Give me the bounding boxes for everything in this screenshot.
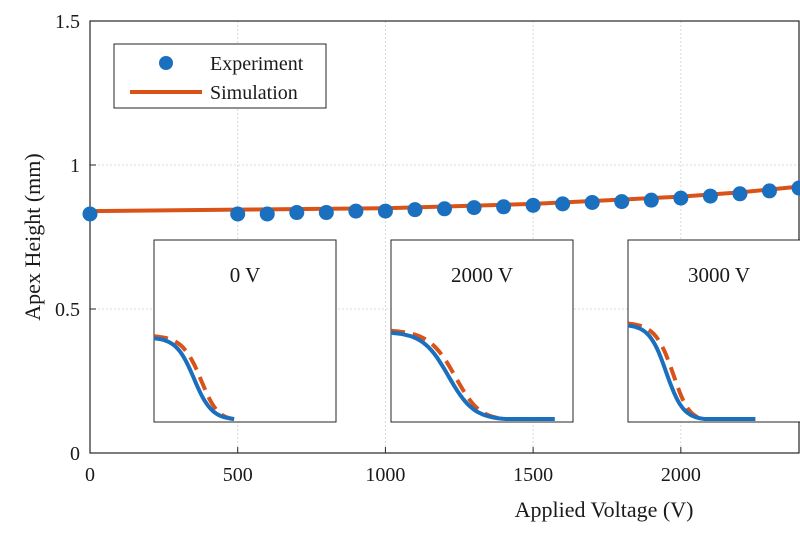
legend-box [113,43,327,109]
experiment-point [377,203,393,219]
experiment-point [555,196,571,212]
inset-experiment-profile [627,323,756,421]
x-tick-label: 1500 [513,464,553,486]
experiment-point [702,188,718,204]
experiment-point [407,202,423,218]
inset-panel: 3000 V [627,239,800,423]
experiment-point [525,197,541,213]
experiment-series [82,180,800,222]
inset-experiment-profile [390,330,555,421]
insets: 0 V 2000 V 3000 V [153,239,800,423]
experiment-point [230,206,246,222]
inset-panel: 0 V [153,239,337,423]
experiment-point [466,200,482,216]
x-tick-label: 500 [223,464,253,486]
inset-label: 3000 V [688,263,750,287]
experiment-point [761,183,777,199]
x-tick-label: 1000 [365,464,405,486]
legend-experiment-marker [159,56,173,70]
experiment-point [673,190,689,206]
inset-label: 2000 V [451,263,513,287]
experiment-point [82,206,98,222]
experiment-point [732,186,748,202]
experiment-point [348,203,364,219]
inset-frame [627,239,800,423]
y-tick-label: 1.5 [55,11,80,33]
experiment-point [791,180,800,196]
experiment-point [643,192,659,208]
experiment-point [496,199,512,215]
y-tick-label: 0 [70,443,80,465]
legend-simulation-label: Simulation [210,82,298,104]
x-tick-label: 0 [85,464,95,486]
experiment-point [584,194,600,210]
experiment-point [437,201,452,217]
inset-frame [390,239,574,423]
inset-experiment-profile [153,336,235,421]
y-tick-label: 0.5 [55,299,80,321]
legend-experiment-label: Experiment [210,53,304,75]
axis-ticks: 0 500 1000 1500 2000 0 0.5 1 1.5 [55,11,701,486]
legend: Experiment Simulation [113,43,327,109]
x-axis-label: Applied Voltage (V) [515,497,694,522]
experiment-point [614,194,630,210]
y-tick-label: 1 [70,155,80,177]
inset-label: 0 V [230,263,261,287]
experiment-point [318,205,334,221]
inset-frame [153,239,337,423]
plot-frame [89,20,800,454]
experiment-point [289,205,305,221]
experiment-point [259,206,275,222]
inset-panel: 2000 V [390,239,574,423]
x-tick-label: 2000 [661,464,701,486]
y-axis-label: Apex Height (mm) [20,153,45,320]
